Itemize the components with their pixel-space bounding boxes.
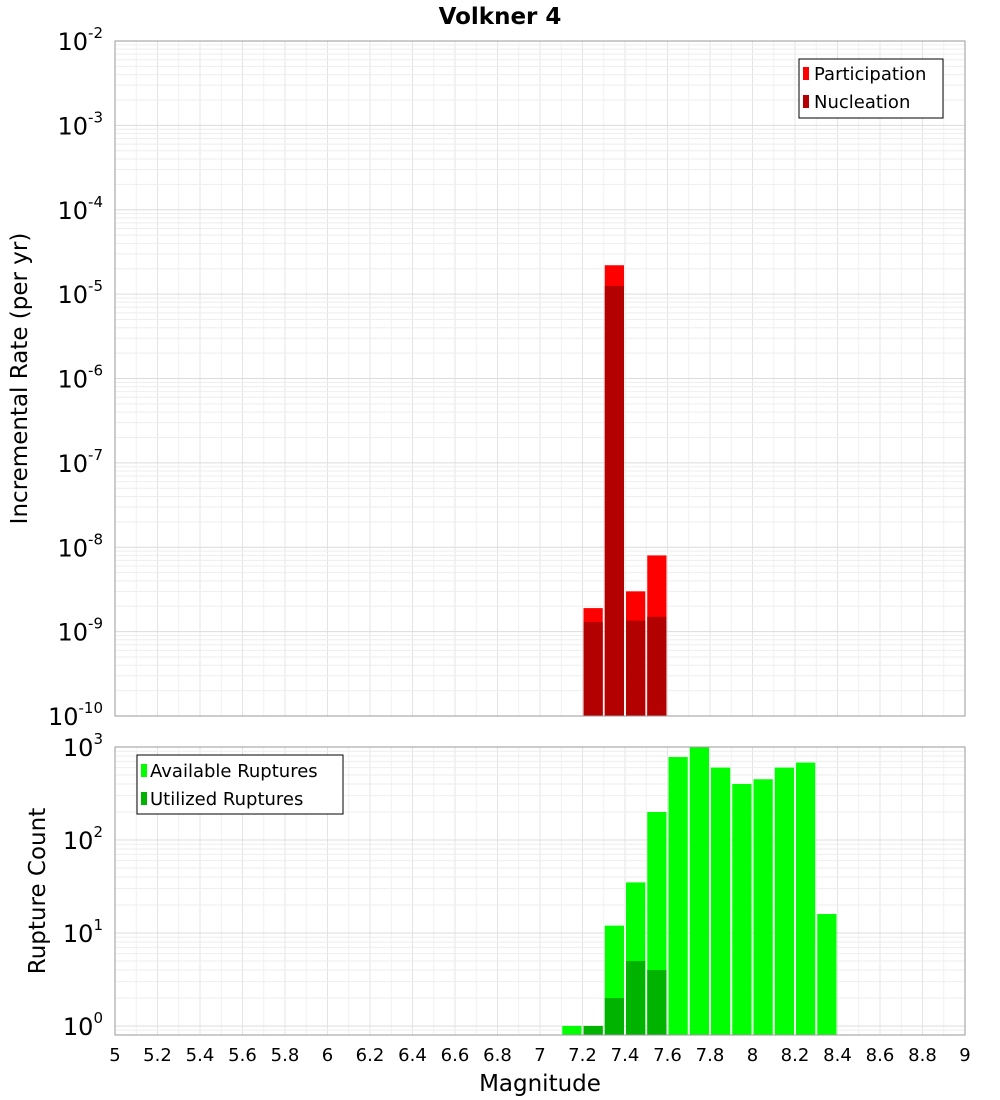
x-tick-label: 5 [109, 1045, 120, 1066]
y-tick-label: 102 [63, 823, 103, 855]
x-tick-label: 5.8 [271, 1045, 300, 1066]
x-ticks: 5 5.2 5.4 5.6 5.8 6 6.2 6.4 6.6 6.8 7 7.2 7.4 7.6 7.8 8… [109, 1045, 970, 1066]
x-tick-label: 7.2 [568, 1045, 597, 1066]
count-bar-available-ruptures [562, 1025, 582, 1035]
rate-bar-nucleation [626, 620, 646, 716]
rate-panel: 10-10 10-9 10-8 10-7 10-6 10-5 10-4 10-3 10-2 In… [7, 24, 966, 731]
legend-label-nucleation: Nucleation [814, 92, 910, 113]
count-y-axis-label: Rupture Count [25, 808, 51, 974]
rate-legend: Participation Nucleation [798, 58, 944, 119]
count-bar-available-ruptures [753, 779, 773, 1035]
count-bars [562, 747, 837, 1035]
y-tick-label: 10-7 [57, 446, 103, 478]
legend-swatch-nucleation [803, 95, 809, 108]
count-bar-available-ruptures [817, 914, 837, 1035]
y-tick-label: 10-6 [57, 362, 103, 394]
legend-swatch-utilized [141, 792, 147, 805]
y-tick-label: 101 [63, 916, 103, 948]
legend-swatch-available [141, 764, 147, 777]
count-bar-utilized-ruptures [647, 969, 667, 1035]
count-bar-available-ruptures [732, 784, 752, 1035]
chart-title: Volkner 4 [439, 4, 562, 30]
y-tick-label: 10-3 [57, 108, 103, 140]
count-bar-available-ruptures [796, 762, 816, 1035]
count-panel: 100 101 102 103 5 5.2 5.4 5.6 5.8 6 6.2 6.4 6.6 6.8 7… [25, 730, 971, 1097]
x-tick-label: 6.2 [356, 1045, 385, 1066]
x-tick-label: 9 [959, 1045, 970, 1066]
rate-y-ticks: 10-10 10-9 10-8 10-7 10-6 10-5 10-4 10-3 10-2 [48, 24, 103, 731]
x-tick-label: 8.8 [908, 1045, 937, 1066]
rate-legend-box [798, 58, 944, 119]
rate-bar-nucleation [604, 285, 624, 716]
count-y-ticks: 100 101 102 103 [63, 730, 103, 1041]
x-tick-label: 7 [534, 1045, 545, 1066]
count-plot-frame [114, 746, 966, 1036]
count-bar-utilized-ruptures [583, 1025, 603, 1035]
x-tick-label: 7.4 [611, 1045, 640, 1066]
x-tick-label: 7.6 [653, 1045, 682, 1066]
y-tick-label: 100 [63, 1009, 103, 1041]
count-bar-available-ruptures [668, 757, 688, 1035]
rate-bar-nucleation [583, 622, 603, 716]
y-tick-label: 10-8 [57, 530, 103, 562]
x-tick-label: 5.6 [228, 1045, 257, 1066]
legend-label-available: Available Ruptures [150, 761, 318, 782]
x-tick-label: 8.6 [866, 1045, 895, 1066]
x-tick-label: 8.4 [823, 1045, 852, 1066]
x-axis-label: Magnitude [479, 1071, 601, 1097]
x-tick-label: 6.8 [483, 1045, 512, 1066]
y-tick-label: 10-4 [57, 193, 103, 225]
count-legend-box [136, 754, 344, 815]
x-tick-label: 6 [322, 1045, 333, 1066]
rate-y-axis-label: Incremental Rate (per yr) [7, 233, 33, 525]
count-bar-utilized-ruptures [626, 960, 646, 1035]
x-tick-label: 5.4 [186, 1045, 215, 1066]
y-tick-label: 10-5 [57, 277, 103, 309]
y-tick-label: 103 [63, 730, 103, 762]
x-tick-label: 8 [747, 1045, 758, 1066]
y-tick-label: 10-9 [57, 615, 103, 647]
legend-label-participation: Participation [814, 64, 926, 85]
legend-label-utilized: Utilized Ruptures [150, 789, 303, 810]
count-bar-available-ruptures [689, 747, 709, 1035]
rate-gridlines [114, 40, 966, 717]
rate-bars [583, 265, 667, 716]
x-tick-label: 7.8 [696, 1045, 725, 1066]
x-tick-label: 6.4 [398, 1045, 427, 1066]
x-tick-label: 6.6 [441, 1045, 470, 1066]
rate-bar-nucleation [647, 616, 667, 716]
legend-swatch-participation [803, 67, 809, 80]
y-tick-label: 10-2 [57, 24, 103, 56]
count-bar-available-ruptures [711, 767, 731, 1035]
x-tick-label: 8.2 [781, 1045, 810, 1066]
count-legend: Available Ruptures Utilized Ruptures [136, 754, 344, 815]
x-tick-label: 5.2 [143, 1045, 172, 1066]
y-tick-label: 10-10 [48, 699, 103, 731]
rate-plot-frame [114, 40, 966, 717]
count-bar-utilized-ruptures [604, 997, 624, 1035]
count-bar-available-ruptures [774, 767, 794, 1035]
